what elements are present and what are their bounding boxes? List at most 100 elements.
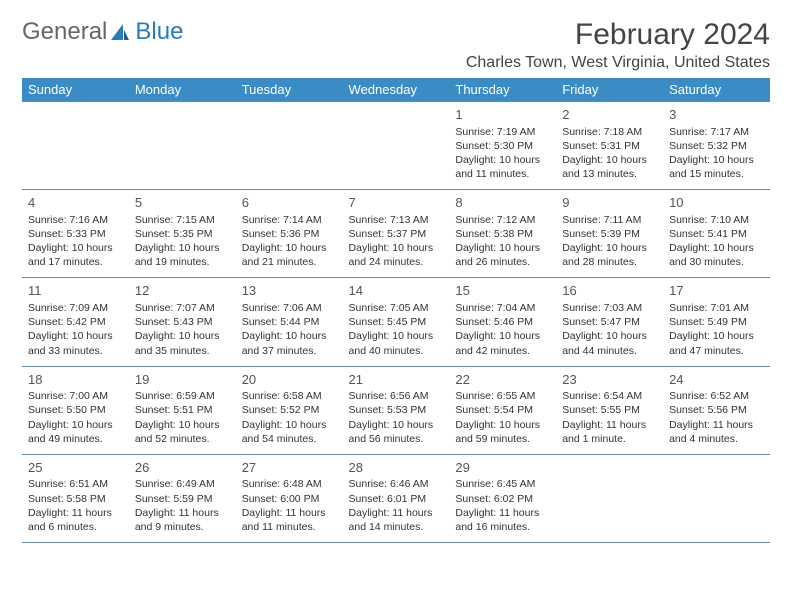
calendar-day-cell: 2Sunrise: 7:18 AMSunset: 5:31 PMDaylight… xyxy=(556,102,663,190)
sunrise-text: Sunrise: 7:10 AM xyxy=(669,213,764,227)
sunset-text: Sunset: 5:33 PM xyxy=(28,227,123,241)
calendar-day-cell xyxy=(663,454,770,542)
daylight-text: Daylight: 10 hours and 21 minutes. xyxy=(242,241,337,269)
day-number: 12 xyxy=(135,282,230,300)
daylight-text: Daylight: 10 hours and 24 minutes. xyxy=(349,241,444,269)
sunrise-text: Sunrise: 7:01 AM xyxy=(669,301,764,315)
day-number: 4 xyxy=(28,194,123,212)
day-number: 14 xyxy=(349,282,444,300)
calendar-day-cell: 10Sunrise: 7:10 AMSunset: 5:41 PMDayligh… xyxy=(663,190,770,278)
weekday-header-row: SundayMondayTuesdayWednesdayThursdayFrid… xyxy=(22,78,770,102)
sunrise-text: Sunrise: 6:56 AM xyxy=(349,389,444,403)
calendar-day-cell: 26Sunrise: 6:49 AMSunset: 5:59 PMDayligh… xyxy=(129,454,236,542)
calendar-day-cell: 16Sunrise: 7:03 AMSunset: 5:47 PMDayligh… xyxy=(556,278,663,366)
calendar-day-cell: 4Sunrise: 7:16 AMSunset: 5:33 PMDaylight… xyxy=(22,190,129,278)
weekday-header: Monday xyxy=(129,78,236,102)
day-number: 25 xyxy=(28,459,123,477)
day-number: 2 xyxy=(562,106,657,124)
sunset-text: Sunset: 5:36 PM xyxy=(242,227,337,241)
sunset-text: Sunset: 5:51 PM xyxy=(135,403,230,417)
sunrise-text: Sunrise: 6:54 AM xyxy=(562,389,657,403)
sunset-text: Sunset: 5:47 PM xyxy=(562,315,657,329)
logo: General Blue xyxy=(22,18,183,46)
day-number: 8 xyxy=(455,194,550,212)
sunrise-text: Sunrise: 7:05 AM xyxy=(349,301,444,315)
sunset-text: Sunset: 5:30 PM xyxy=(455,139,550,153)
calendar-day-cell: 23Sunrise: 6:54 AMSunset: 5:55 PMDayligh… xyxy=(556,366,663,454)
calendar-week-row: 25Sunrise: 6:51 AMSunset: 5:58 PMDayligh… xyxy=(22,454,770,542)
daylight-text: Daylight: 10 hours and 11 minutes. xyxy=(455,153,550,181)
sunrise-text: Sunrise: 6:55 AM xyxy=(455,389,550,403)
daylight-text: Daylight: 10 hours and 54 minutes. xyxy=(242,418,337,446)
day-number: 3 xyxy=(669,106,764,124)
calendar-day-cell: 27Sunrise: 6:48 AMSunset: 6:00 PMDayligh… xyxy=(236,454,343,542)
calendar-day-cell: 17Sunrise: 7:01 AMSunset: 5:49 PMDayligh… xyxy=(663,278,770,366)
logo-text-blue: Blue xyxy=(135,18,183,46)
calendar-table: SundayMondayTuesdayWednesdayThursdayFrid… xyxy=(22,78,770,543)
calendar-day-cell xyxy=(236,102,343,190)
weekday-header: Friday xyxy=(556,78,663,102)
sunset-text: Sunset: 5:39 PM xyxy=(562,227,657,241)
sunset-text: Sunset: 5:38 PM xyxy=(455,227,550,241)
sunset-text: Sunset: 5:42 PM xyxy=(28,315,123,329)
day-number: 24 xyxy=(669,371,764,389)
calendar-day-cell: 14Sunrise: 7:05 AMSunset: 5:45 PMDayligh… xyxy=(343,278,450,366)
sunrise-text: Sunrise: 7:14 AM xyxy=(242,213,337,227)
daylight-text: Daylight: 10 hours and 56 minutes. xyxy=(349,418,444,446)
sunrise-text: Sunrise: 6:52 AM xyxy=(669,389,764,403)
calendar-day-cell: 11Sunrise: 7:09 AMSunset: 5:42 PMDayligh… xyxy=(22,278,129,366)
weekday-header: Tuesday xyxy=(236,78,343,102)
daylight-text: Daylight: 11 hours and 1 minute. xyxy=(562,418,657,446)
daylight-text: Daylight: 10 hours and 17 minutes. xyxy=(28,241,123,269)
sunrise-text: Sunrise: 7:06 AM xyxy=(242,301,337,315)
calendar-day-cell: 1Sunrise: 7:19 AMSunset: 5:30 PMDaylight… xyxy=(449,102,556,190)
daylight-text: Daylight: 10 hours and 49 minutes. xyxy=(28,418,123,446)
sunset-text: Sunset: 5:41 PM xyxy=(669,227,764,241)
daylight-text: Daylight: 11 hours and 14 minutes. xyxy=(349,506,444,534)
month-title: February 2024 xyxy=(466,18,770,52)
daylight-text: Daylight: 11 hours and 9 minutes. xyxy=(135,506,230,534)
calendar-day-cell: 18Sunrise: 7:00 AMSunset: 5:50 PMDayligh… xyxy=(22,366,129,454)
daylight-text: Daylight: 10 hours and 59 minutes. xyxy=(455,418,550,446)
sunrise-text: Sunrise: 7:18 AM xyxy=(562,125,657,139)
daylight-text: Daylight: 10 hours and 37 minutes. xyxy=(242,329,337,357)
sunrise-text: Sunrise: 6:48 AM xyxy=(242,477,337,491)
sunrise-text: Sunrise: 7:12 AM xyxy=(455,213,550,227)
sunset-text: Sunset: 5:44 PM xyxy=(242,315,337,329)
sunset-text: Sunset: 5:58 PM xyxy=(28,492,123,506)
daylight-text: Daylight: 10 hours and 28 minutes. xyxy=(562,241,657,269)
calendar-week-row: 1Sunrise: 7:19 AMSunset: 5:30 PMDaylight… xyxy=(22,102,770,190)
calendar-day-cell: 3Sunrise: 7:17 AMSunset: 5:32 PMDaylight… xyxy=(663,102,770,190)
day-number: 19 xyxy=(135,371,230,389)
sunrise-text: Sunrise: 6:59 AM xyxy=(135,389,230,403)
sunrise-text: Sunrise: 7:07 AM xyxy=(135,301,230,315)
weekday-header: Wednesday xyxy=(343,78,450,102)
calendar-week-row: 11Sunrise: 7:09 AMSunset: 5:42 PMDayligh… xyxy=(22,278,770,366)
calendar-week-row: 4Sunrise: 7:16 AMSunset: 5:33 PMDaylight… xyxy=(22,190,770,278)
daylight-text: Daylight: 11 hours and 6 minutes. xyxy=(28,506,123,534)
daylight-text: Daylight: 10 hours and 35 minutes. xyxy=(135,329,230,357)
location: Charles Town, West Virginia, United Stat… xyxy=(466,54,770,72)
sunrise-text: Sunrise: 6:49 AM xyxy=(135,477,230,491)
weekday-header: Thursday xyxy=(449,78,556,102)
sunset-text: Sunset: 5:53 PM xyxy=(349,403,444,417)
calendar-day-cell xyxy=(556,454,663,542)
calendar-day-cell: 5Sunrise: 7:15 AMSunset: 5:35 PMDaylight… xyxy=(129,190,236,278)
daylight-text: Daylight: 10 hours and 13 minutes. xyxy=(562,153,657,181)
sunset-text: Sunset: 5:46 PM xyxy=(455,315,550,329)
calendar-day-cell xyxy=(343,102,450,190)
sunrise-text: Sunrise: 7:00 AM xyxy=(28,389,123,403)
sunset-text: Sunset: 5:45 PM xyxy=(349,315,444,329)
day-number: 28 xyxy=(349,459,444,477)
day-number: 23 xyxy=(562,371,657,389)
sunset-text: Sunset: 5:49 PM xyxy=(669,315,764,329)
daylight-text: Daylight: 10 hours and 42 minutes. xyxy=(455,329,550,357)
sunset-text: Sunset: 5:35 PM xyxy=(135,227,230,241)
day-number: 20 xyxy=(242,371,337,389)
calendar-day-cell: 28Sunrise: 6:46 AMSunset: 6:01 PMDayligh… xyxy=(343,454,450,542)
calendar-day-cell: 7Sunrise: 7:13 AMSunset: 5:37 PMDaylight… xyxy=(343,190,450,278)
sunrise-text: Sunrise: 6:46 AM xyxy=(349,477,444,491)
sunrise-text: Sunrise: 7:13 AM xyxy=(349,213,444,227)
day-number: 21 xyxy=(349,371,444,389)
day-number: 13 xyxy=(242,282,337,300)
